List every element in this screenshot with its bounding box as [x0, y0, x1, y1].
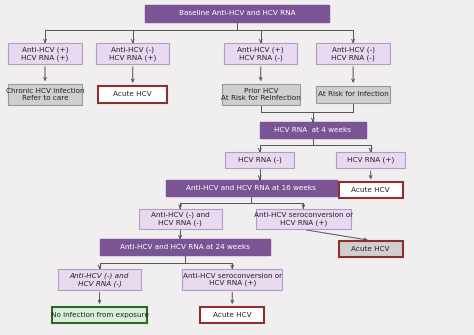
- FancyBboxPatch shape: [200, 307, 264, 323]
- Text: Anti-HCV (-)
HCV RNA (-): Anti-HCV (-) HCV RNA (-): [331, 47, 375, 61]
- Text: Acute HCV: Acute HCV: [113, 91, 152, 97]
- Text: Anti-HCV (-) and
HCV RNA (-): Anti-HCV (-) and HCV RNA (-): [70, 272, 129, 286]
- FancyBboxPatch shape: [96, 43, 170, 64]
- FancyBboxPatch shape: [316, 43, 390, 64]
- Text: No infection from exposure: No infection from exposure: [51, 312, 148, 318]
- FancyBboxPatch shape: [100, 239, 270, 255]
- FancyBboxPatch shape: [58, 269, 141, 290]
- FancyBboxPatch shape: [8, 43, 82, 64]
- FancyBboxPatch shape: [338, 241, 402, 257]
- FancyBboxPatch shape: [224, 43, 298, 64]
- FancyBboxPatch shape: [221, 84, 300, 105]
- FancyBboxPatch shape: [8, 84, 82, 105]
- FancyBboxPatch shape: [138, 209, 221, 229]
- Text: Anti-HCV (-) and
HCV RNA (-): Anti-HCV (-) and HCV RNA (-): [151, 212, 210, 226]
- FancyBboxPatch shape: [166, 180, 337, 196]
- Text: HCV RNA (-): HCV RNA (-): [238, 157, 282, 163]
- Text: Anti-HCV (+)
HCV RNA (+): Anti-HCV (+) HCV RNA (+): [21, 47, 69, 61]
- FancyBboxPatch shape: [256, 209, 351, 229]
- FancyBboxPatch shape: [99, 86, 167, 103]
- Text: Anti-HCV seroconversion or
HCV RNA (+): Anti-HCV seroconversion or HCV RNA (+): [254, 212, 353, 226]
- Text: Anti-HCV seroconversion or
HCV RNA (+): Anti-HCV seroconversion or HCV RNA (+): [182, 272, 282, 286]
- Text: HCV RNA  at 4 weeks: HCV RNA at 4 weeks: [274, 127, 351, 133]
- FancyBboxPatch shape: [336, 152, 405, 168]
- Text: Anti-HCV and HCV RNA at 16 weeks: Anti-HCV and HCV RNA at 16 weeks: [186, 185, 316, 191]
- Text: Acute HCV: Acute HCV: [351, 246, 390, 252]
- FancyBboxPatch shape: [316, 86, 390, 103]
- FancyBboxPatch shape: [182, 269, 282, 290]
- Text: Acute HCV: Acute HCV: [351, 187, 390, 193]
- Text: Anti-HCV (+)
HCV RNA (-): Anti-HCV (+) HCV RNA (-): [237, 47, 284, 61]
- FancyBboxPatch shape: [145, 5, 329, 22]
- Text: Baseline Anti-HCV and HCV RNA: Baseline Anti-HCV and HCV RNA: [179, 10, 295, 16]
- FancyBboxPatch shape: [338, 182, 402, 198]
- Text: At Risk for Infection: At Risk for Infection: [318, 91, 389, 97]
- Text: Chronic HCV infection
Refer to care: Chronic HCV infection Refer to care: [6, 88, 84, 101]
- Text: HCV RNA (+): HCV RNA (+): [347, 157, 394, 163]
- FancyBboxPatch shape: [226, 152, 294, 168]
- Text: Acute HCV: Acute HCV: [213, 312, 252, 318]
- Text: Prior HCV
At Risk for Reinfection: Prior HCV At Risk for Reinfection: [221, 88, 301, 101]
- Text: Anti-HCV (-)
HCV RNA (+): Anti-HCV (-) HCV RNA (+): [109, 47, 156, 61]
- Text: Anti-HCV and HCV RNA at 24 weeks: Anti-HCV and HCV RNA at 24 weeks: [120, 244, 250, 250]
- FancyBboxPatch shape: [52, 307, 147, 323]
- FancyBboxPatch shape: [259, 122, 366, 138]
